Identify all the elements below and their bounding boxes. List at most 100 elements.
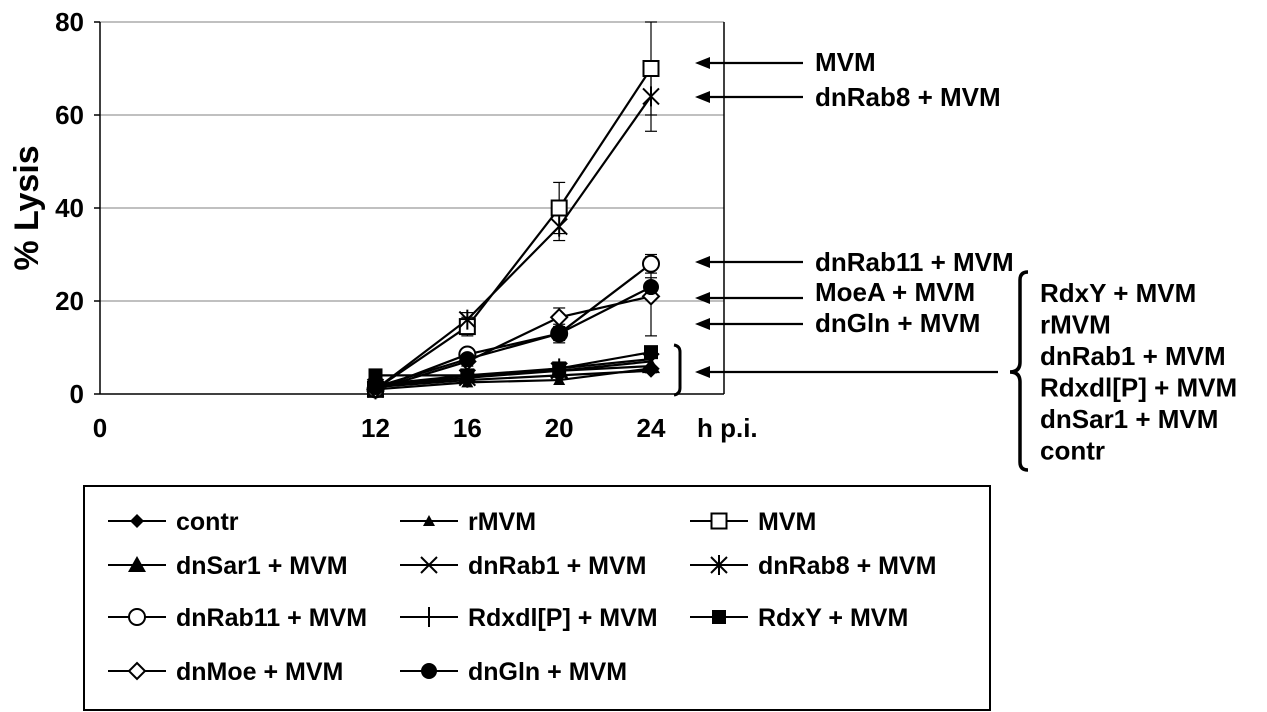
series-line: [375, 286, 652, 389]
point: [421, 663, 437, 679]
series-line: [375, 360, 652, 389]
series-line: [375, 262, 652, 391]
legend-item: dnRab1 + MVM: [400, 552, 647, 580]
point: [551, 325, 568, 342]
error-bars: [369, 21, 657, 393]
series-line: [374, 67, 652, 391]
point: [644, 345, 658, 360]
legend-label: dnSar1 + MVM: [176, 552, 348, 580]
grid-lines: [100, 21, 724, 302]
legend-label: Rdxdl[P] + MVM: [468, 604, 658, 632]
point: [127, 661, 147, 681]
group-label: RdxY + MVM: [1040, 278, 1196, 308]
group-label: contr: [1040, 436, 1105, 466]
point: [642, 254, 660, 273]
marker-square-filled: [712, 610, 726, 624]
marker-circle-filled: [643, 279, 659, 296]
group-brace: [1009, 270, 1029, 472]
marker-circle-filled: [367, 379, 384, 396]
legend-label: dnRab8 + MVM: [758, 552, 937, 580]
point: [460, 368, 475, 383]
point: [130, 514, 144, 528]
legend-label: RdxY + MVM: [758, 604, 908, 632]
arrow-head: [695, 366, 710, 378]
point: [642, 60, 660, 77]
group-label: dnSar1 + MVM: [1040, 404, 1218, 434]
series-line: [375, 295, 652, 391]
point: [423, 515, 435, 526]
legend-label: contr: [176, 508, 239, 536]
point: [368, 368, 383, 383]
x-tick-label: 16: [453, 413, 482, 443]
point: [458, 309, 477, 330]
marker-square-open: [642, 60, 660, 77]
annotation-label: dnGln + MVM: [815, 308, 980, 338]
series-lines: [374, 67, 652, 391]
point: [642, 86, 660, 107]
y-axis-label: % Lysis: [8, 145, 46, 270]
legend-box: [83, 485, 991, 711]
point: [420, 556, 438, 574]
marker-square-filled: [368, 368, 383, 383]
y-tick-label: 40: [55, 193, 84, 223]
group-label: Rdxdl[P] + MVM: [1040, 373, 1237, 403]
point: [712, 610, 726, 624]
marker-square-filled: [644, 345, 658, 360]
marker-circle-open: [642, 254, 660, 273]
point: [710, 555, 728, 575]
marker-circle-open: [128, 608, 146, 626]
point: [549, 307, 569, 327]
x-axis-label: h p.i.: [697, 413, 758, 443]
legend-label: MVM: [758, 508, 816, 536]
marker-diamond-filled: [130, 514, 144, 528]
marker-triangle-filled-small: [553, 374, 566, 386]
group-label: rMVM: [1040, 310, 1111, 340]
series-line: [374, 95, 652, 391]
legend: contr rMVM MVM dnSar1 + MVM dnRab1 + MVM dnRa…: [83, 485, 991, 711]
marker-triangle-filled: [128, 556, 146, 572]
legend-item: Rdxdl[P] + MVM: [400, 604, 658, 632]
marker-circle-filled: [421, 663, 437, 679]
point: [550, 216, 568, 237]
y-tick-label: 0: [70, 379, 84, 409]
legend-item: dnMoe + MVM: [108, 658, 343, 686]
point: [643, 279, 659, 296]
point: [553, 374, 566, 386]
annotation-label: dnRab8 + MVM: [815, 82, 1001, 112]
point: [459, 351, 476, 368]
legend-label: dnGln + MVM: [468, 658, 627, 686]
cluster-bracket: [673, 343, 682, 397]
series-line: [375, 358, 652, 386]
annotation-label: dnRab11 + MVM: [815, 247, 1014, 277]
legend-item: dnSar1 + MVM: [108, 552, 348, 580]
series-markers: [366, 60, 661, 400]
point: [710, 512, 728, 530]
marker-x: [420, 556, 438, 574]
marker-square-open: [710, 512, 728, 530]
marker-square-filled: [552, 361, 567, 376]
group-label: dnRab1 + MVM: [1040, 341, 1226, 371]
x-tick-label: 0: [93, 413, 107, 443]
arrow-head: [695, 292, 710, 304]
legend-item: MVM: [690, 508, 816, 536]
annotation-label: MVM: [815, 47, 876, 77]
point: [550, 199, 568, 217]
legend-item: RdxY + MVM: [690, 604, 908, 632]
legend-item: dnRab11 + MVM: [108, 604, 367, 632]
arrow-head: [695, 57, 710, 69]
arrow-head: [695, 318, 710, 330]
y-tick-label: 80: [55, 7, 84, 37]
point: [128, 556, 146, 572]
legend-item: dnGln + MVM: [400, 658, 627, 686]
arrow-head: [695, 91, 710, 103]
marker-square-filled: [460, 368, 475, 383]
x-tick-label: 24: [637, 413, 666, 443]
legend-item: contr: [108, 508, 239, 536]
y-tick-label: 60: [55, 100, 84, 130]
y-tick-label: 20: [55, 286, 84, 316]
arrow-head: [695, 256, 710, 268]
marker-circle-filled: [551, 325, 568, 342]
marker-asterisk: [642, 86, 660, 107]
